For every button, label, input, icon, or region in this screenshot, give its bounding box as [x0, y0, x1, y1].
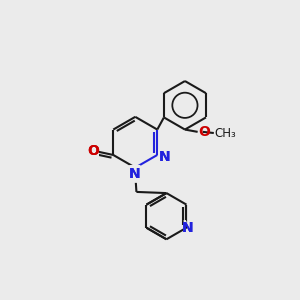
Text: O: O: [87, 144, 99, 158]
Text: N: N: [181, 221, 193, 235]
Text: N: N: [129, 167, 141, 181]
Text: N: N: [181, 221, 193, 235]
Text: O: O: [198, 125, 210, 139]
Text: N: N: [158, 150, 170, 164]
Text: N: N: [158, 150, 170, 164]
Text: O: O: [87, 144, 99, 158]
Text: N: N: [129, 167, 141, 181]
Text: CH₃: CH₃: [214, 127, 236, 140]
Text: N: N: [181, 220, 193, 235]
